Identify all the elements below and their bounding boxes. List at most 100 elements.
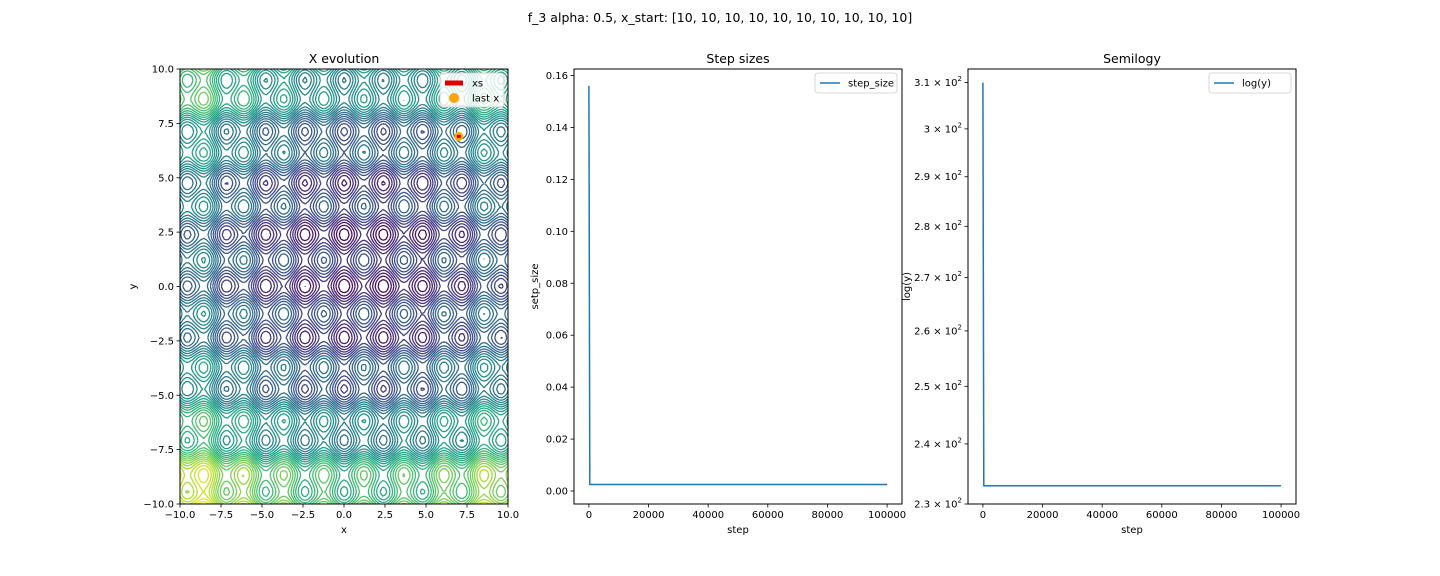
legend-label: step_size xyxy=(848,79,894,90)
contour-level xyxy=(180,69,508,504)
step-sizes-title: Step sizes xyxy=(706,51,769,66)
contour-level xyxy=(180,69,508,455)
contour-level xyxy=(180,464,215,504)
y-tick-label: 5.0 xyxy=(158,173,174,184)
x-tick-label: −7.5 xyxy=(209,510,233,521)
x-tick-label: −2.5 xyxy=(291,510,315,521)
step-sizes-axes-frame xyxy=(573,68,903,505)
y-tick-label: 0.0 xyxy=(158,282,174,293)
contour-ticks: −10.0−10.0 −7.5 −7.5 −5.0 −5.0 −2.5 −2.5 0.0 0.0… xyxy=(143,65,519,522)
x-tick-label: 0.0 xyxy=(336,510,352,521)
legend-label-xs: xs xyxy=(472,79,483,90)
contour-level xyxy=(254,169,472,353)
series-line xyxy=(588,85,888,486)
y-tick-label: 2.5 xyxy=(158,228,174,239)
contour-level xyxy=(218,126,508,398)
x-tick-label: 20000 xyxy=(1027,510,1059,521)
y-tick-label: 0.10 xyxy=(546,227,568,238)
legend-box xyxy=(1208,72,1292,94)
contour-level xyxy=(180,115,508,408)
contour-level xyxy=(180,69,508,501)
y-tick-label: 2.7 × 102 xyxy=(914,270,962,284)
contour-level xyxy=(257,171,470,351)
x-tick-label: 80000 xyxy=(812,510,844,521)
contour-level xyxy=(214,120,508,403)
contour-level xyxy=(180,71,508,453)
y-tick-label: 2.5 × 102 xyxy=(914,379,962,393)
y-tick-label: 2.6 × 102 xyxy=(914,323,962,337)
x-tick-label: 40000 xyxy=(1086,510,1118,521)
contour-level xyxy=(180,69,508,463)
semilogy-ylabel: log(y) xyxy=(902,272,913,301)
x-tick-label: 40000 xyxy=(692,510,724,521)
y-tick-label: 2.8 × 102 xyxy=(914,219,962,233)
contour-level xyxy=(180,69,508,457)
step-sizes-ylabel: setp_size xyxy=(530,263,541,309)
y-tick-label: −5.0 xyxy=(150,391,174,402)
y-tick-label: 3 × 102 xyxy=(924,121,962,135)
y-tick-label: 10.0 xyxy=(152,65,174,76)
series-line xyxy=(982,82,1282,487)
semilogy-xlabel: step xyxy=(1121,525,1143,536)
contour-plot: X evolution x y −10.0−10.0 −7.5 −7.5 −5.0 −5… xyxy=(128,51,519,536)
contour-level xyxy=(296,178,431,345)
y-tick-label: 0.14 xyxy=(546,123,568,134)
contour-points xyxy=(454,131,464,141)
contour-ylabel: y xyxy=(128,283,139,289)
x-tick-label: 5.0 xyxy=(418,510,434,521)
legend-swatch-last-x xyxy=(449,93,459,103)
contour-legend: xs last x xyxy=(439,72,505,108)
y-tick-label: 0.16 xyxy=(546,71,568,82)
x-tick-label: 20000 xyxy=(633,510,665,521)
contour-level xyxy=(180,69,508,504)
contour-level xyxy=(180,458,508,504)
contour-xlabel: x xyxy=(341,525,347,536)
semilogy-title: Semilogy xyxy=(1103,51,1161,66)
contour-title: X evolution xyxy=(309,51,380,66)
x-tick-label: 2.5 xyxy=(377,510,393,521)
contour-level xyxy=(180,111,508,447)
y-tick-label: −7.5 xyxy=(150,445,174,456)
legend-box xyxy=(814,72,898,94)
contour-level xyxy=(259,174,467,348)
y-tick-label: 0.08 xyxy=(546,279,568,290)
y-tick-label: 3.1 × 102 xyxy=(914,75,962,89)
y-tick-label: 0.00 xyxy=(546,487,568,498)
legend-label-last-x: last x xyxy=(472,94,499,105)
legend-label: log(y) xyxy=(1242,79,1271,90)
x-tick-label: 80000 xyxy=(1206,510,1238,521)
x-tick-label: −10.0 xyxy=(165,510,196,521)
y-tick-label: 0.02 xyxy=(546,435,568,446)
semilogy-plot: Semilogy step log(y) 0 20000 40000 60000 800… xyxy=(902,51,1300,536)
x-tick-label: 0 xyxy=(586,510,592,521)
contour-level xyxy=(180,460,494,504)
x-tick-label: 100000 xyxy=(868,510,906,521)
contour-level xyxy=(180,69,508,459)
contour-level xyxy=(180,467,213,504)
x-tick-label: 60000 xyxy=(752,510,784,521)
contour-level xyxy=(182,117,508,405)
contour-level xyxy=(180,69,508,504)
contour-level xyxy=(216,122,508,401)
figure-suptitle: f_3 alpha: 0.5, x_start: [10, 10, 10, 10… xyxy=(528,10,913,25)
y-tick-label: 7.5 xyxy=(158,119,174,130)
y-tick-label: 2.3 × 102 xyxy=(914,497,962,511)
semilogy-legend: log(y) xyxy=(1208,72,1292,94)
x-tick-label: 100000 xyxy=(1262,510,1300,521)
contour-level xyxy=(304,227,390,294)
step-sizes-legend: step_size xyxy=(814,72,898,94)
contour-level xyxy=(220,167,504,395)
step-sizes-ticks: 0 20000 40000 60000 80000 100000 0.00 0.02 0.04 0… xyxy=(546,71,906,521)
y-tick-label: −2.5 xyxy=(150,336,174,347)
y-tick-label: 2.4 × 102 xyxy=(914,436,962,450)
x-tick-label: 0 xyxy=(980,510,986,521)
x-tick-label: −5.0 xyxy=(250,510,274,521)
y-tick-label: 0.06 xyxy=(546,331,568,342)
step-sizes-plot: Step sizes step setp_size 0 20000 40000 600… xyxy=(530,51,906,536)
semilogy-lines xyxy=(982,82,1282,487)
x-tick-label: 10.0 xyxy=(497,510,519,521)
contour-level xyxy=(180,69,508,504)
y-tick-label: −10.0 xyxy=(143,500,174,511)
x-tick-label: 7.5 xyxy=(459,510,475,521)
